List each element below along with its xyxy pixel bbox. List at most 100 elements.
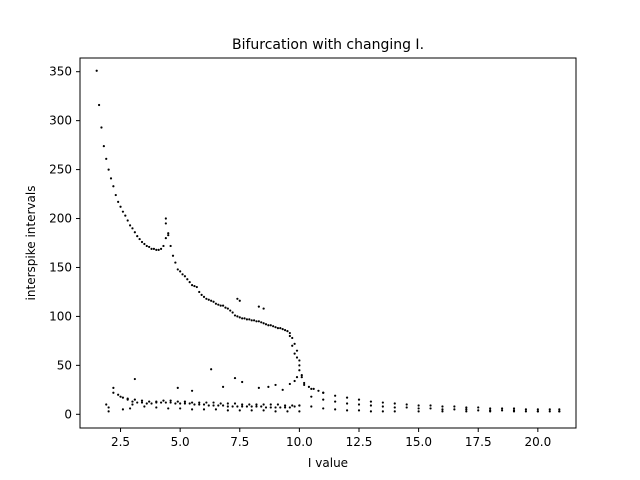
- data-point: [169, 399, 172, 402]
- data-point: [145, 244, 148, 248]
- data-point: [283, 406, 287, 409]
- data-point: [236, 405, 239, 408]
- data-point: [174, 402, 177, 405]
- data-point: [183, 402, 187, 405]
- x-tick-label: 2.5: [111, 435, 130, 449]
- data-point: [148, 400, 151, 403]
- data-point: [121, 396, 125, 399]
- data-point: [176, 268, 179, 271]
- data-point: [226, 409, 229, 412]
- data-point: [288, 406, 291, 409]
- data-point: [102, 145, 105, 148]
- data-point: [303, 383, 306, 387]
- data-point: [164, 222, 167, 225]
- data-point: [441, 405, 444, 408]
- data-point: [159, 247, 163, 250]
- data-point: [112, 386, 115, 389]
- data-point: [283, 329, 287, 332]
- data-point: [536, 410, 539, 413]
- data-point: [167, 232, 170, 235]
- data-point: [183, 400, 187, 403]
- data-point: [429, 407, 432, 410]
- data-point: [500, 409, 504, 412]
- data-point: [257, 305, 260, 308]
- data-point: [393, 406, 396, 409]
- data-point: [112, 391, 115, 394]
- data-point: [417, 410, 420, 413]
- data-point: [334, 408, 337, 411]
- data-point: [176, 400, 179, 403]
- data-point: [489, 410, 492, 413]
- data-point: [322, 407, 325, 410]
- data-point: [465, 408, 468, 411]
- data-point: [288, 382, 291, 386]
- data-point: [136, 235, 139, 238]
- data-point: [307, 385, 311, 388]
- data-point: [179, 407, 182, 410]
- data-point: [238, 299, 241, 302]
- data-point: [293, 342, 296, 345]
- data-point: [295, 349, 299, 352]
- data-point: [105, 403, 108, 406]
- data-point: [257, 320, 260, 323]
- data-point: [477, 406, 480, 409]
- data-point: [465, 406, 468, 409]
- y-tick-label: 200: [49, 212, 72, 226]
- x-tick-label: 15.0: [405, 435, 432, 449]
- data-point: [489, 407, 492, 410]
- data-point: [250, 409, 253, 412]
- data-point: [117, 393, 120, 396]
- data-point: [345, 402, 349, 405]
- data-point: [145, 402, 148, 405]
- data-point: [477, 409, 480, 412]
- y-axis-ticks: 0 50 100 150 200 250 300 350: [49, 65, 80, 421]
- data-point: [357, 398, 361, 401]
- data-point: [128, 407, 132, 410]
- data-point: [441, 410, 444, 413]
- data-point: [221, 304, 225, 307]
- data-point: [176, 386, 179, 389]
- data-point: [274, 326, 277, 329]
- data-point: [250, 319, 253, 322]
- data-point: [345, 409, 349, 412]
- data-point: [255, 405, 258, 408]
- data-point: [214, 408, 218, 411]
- data-point: [417, 404, 420, 407]
- data-point: [465, 410, 468, 413]
- data-point: [548, 408, 551, 411]
- data-point: [255, 320, 258, 323]
- data-point: [136, 401, 139, 404]
- data-point: [97, 103, 101, 107]
- data-point: [291, 344, 294, 347]
- data-point: [238, 409, 241, 412]
- data-point: [226, 405, 229, 408]
- data-point: [164, 401, 167, 404]
- data-point: [453, 405, 456, 408]
- data-point: [188, 281, 191, 284]
- data-point: [276, 403, 280, 406]
- data-point: [295, 356, 299, 359]
- y-tick-label: 100: [49, 309, 72, 323]
- data-point: [212, 401, 215, 404]
- data-point: [429, 404, 432, 407]
- data-point: [293, 352, 296, 355]
- data-point: [279, 406, 282, 409]
- data-point: [133, 231, 136, 234]
- data-point: [300, 374, 303, 377]
- data-point: [164, 237, 167, 240]
- x-tick-label: 7.5: [230, 435, 249, 449]
- data-point: [150, 402, 153, 405]
- data-point: [207, 298, 210, 301]
- data-point: [133, 398, 136, 401]
- data-point: [236, 315, 239, 318]
- x-tick-label: 5.0: [171, 435, 190, 449]
- data-point: [303, 381, 306, 385]
- data-point: [262, 307, 265, 310]
- y-tick-label: 300: [49, 114, 72, 128]
- data-point: [369, 400, 373, 403]
- data-point: [181, 273, 184, 276]
- data-point: [221, 385, 225, 388]
- data-point: [162, 244, 165, 248]
- data-point: [286, 330, 289, 333]
